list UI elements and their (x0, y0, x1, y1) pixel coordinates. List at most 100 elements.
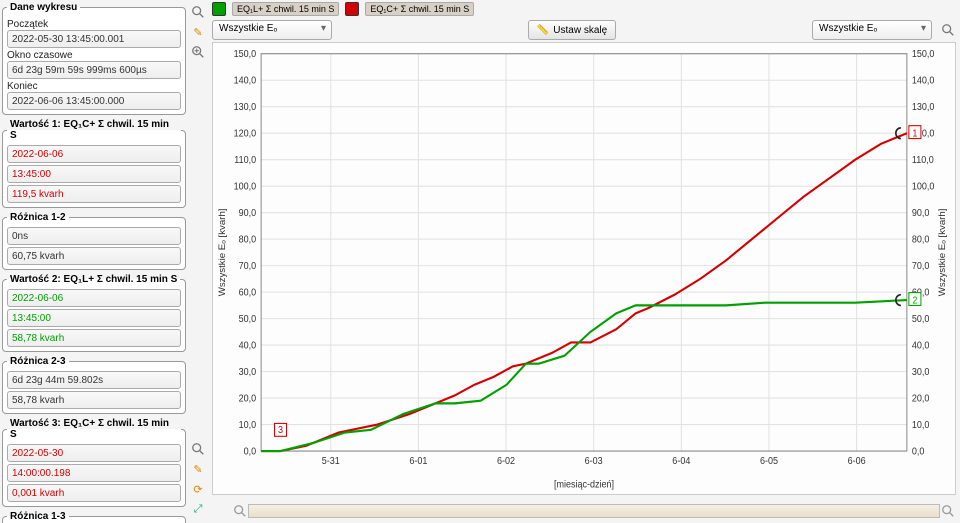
svg-text:100,0: 100,0 (912, 181, 935, 191)
wartosc1-time[interactable]: 13:45:00 (7, 165, 181, 183)
edit-icon-2[interactable]: ✎ (190, 461, 206, 477)
wartosc3-title: Wartość 3: EQ₁C+ Σ chwil. 15 min S (7, 418, 181, 440)
svg-text:40,0: 40,0 (239, 340, 257, 350)
wartosc2-title: Wartość 2: EQ₁L+ Σ chwil. 15 min S (7, 274, 180, 285)
okno-input[interactable]: 6d 23g 59m 59s 999ms 600µs (7, 61, 181, 79)
svg-text:150,0: 150,0 (912, 49, 935, 59)
svg-text:3: 3 (278, 425, 283, 435)
wartosc3-time[interactable]: 14:00:00.198 (7, 464, 181, 482)
svg-text:60,0: 60,0 (239, 287, 257, 297)
wartosc2-date[interactable]: 2022-06-06 (7, 289, 181, 307)
svg-text:40,0: 40,0 (912, 340, 930, 350)
svg-text:0,0: 0,0 (244, 446, 257, 456)
roznica12-v2[interactable]: 60,75 kvarh (7, 247, 181, 265)
right-axis-select[interactable]: Wszystkie Eₒ (812, 20, 932, 40)
dane-wykresu-title: Dane wykresu (7, 2, 80, 13)
legend-swatch-red (345, 2, 359, 16)
roznica13-title: Różnica 1-3 (7, 511, 69, 522)
left-axis-select[interactable]: Wszystkie Eₒ (212, 20, 332, 40)
svg-text:10,0: 10,0 (912, 420, 930, 430)
search-icon-right[interactable] (940, 22, 956, 38)
svg-text:140,0: 140,0 (234, 75, 257, 85)
wartosc1-date[interactable]: 2022-06-06 (7, 145, 181, 163)
chart-container: 0,00,010,010,020,020,030,030,040,040,050… (208, 42, 960, 499)
wartosc1-val[interactable]: 119,5 kvarh (7, 185, 181, 203)
poczatek-label: Początek (7, 19, 181, 30)
svg-text:30,0: 30,0 (912, 367, 930, 377)
zoom-icon[interactable] (190, 44, 206, 60)
svg-text:20,0: 20,0 (912, 393, 930, 403)
svg-text:50,0: 50,0 (912, 314, 930, 324)
roznica23-v2[interactable]: 58,78 kvarh (7, 391, 181, 409)
svg-text:130,0: 130,0 (234, 102, 257, 112)
controls-bar: Wszystkie Eₒ 📏 Ustaw skalę Wszystkie Eₒ (208, 18, 960, 42)
svg-text:70,0: 70,0 (912, 261, 930, 271)
set-scale-button[interactable]: 📏 Ustaw skalę (528, 20, 616, 40)
roznica23-group: Różnica 2-3 6d 23g 44m 59.802s 58,78 kva… (2, 356, 186, 414)
svg-text:1: 1 (912, 128, 917, 138)
expand-icon[interactable]: ⤢ (190, 501, 206, 517)
svg-text:30,0: 30,0 (239, 367, 257, 377)
overview-bar[interactable] (248, 504, 940, 518)
svg-text:10,0: 10,0 (239, 420, 257, 430)
roznica12-group: Różnica 1-2 0ns 60,75 kvarh (2, 212, 186, 270)
dane-wykresu-group: Dane wykresu Początek 2022-05-30 13:45:0… (2, 2, 186, 115)
svg-text:110,0: 110,0 (912, 155, 934, 165)
edit-icon[interactable]: ✎ (190, 24, 206, 40)
svg-text:70,0: 70,0 (239, 261, 257, 271)
svg-text:130,0: 130,0 (912, 102, 935, 112)
svg-text:90,0: 90,0 (912, 208, 930, 218)
roznica12-v1[interactable]: 0ns (7, 227, 181, 245)
svg-text:5-31: 5-31 (322, 456, 340, 466)
wartosc3-date[interactable]: 2022-05-30 (7, 444, 181, 462)
wartosc2-group: Wartość 2: EQ₁L+ Σ chwil. 15 min S 2022-… (2, 274, 186, 352)
search-icon-2[interactable] (190, 441, 206, 457)
wartosc1-title: Wartość 1: EQ₁C+ Σ chwil. 15 min S (7, 119, 181, 141)
set-scale-label: Ustaw skalę (553, 25, 607, 36)
koniec-input[interactable]: 2022-06-06 13:45:00.000 (7, 92, 181, 110)
svg-text:120,0: 120,0 (234, 128, 257, 138)
zoom-out-icon[interactable] (232, 503, 248, 519)
okno-label: Okno czasowe (7, 50, 181, 61)
svg-text:50,0: 50,0 (239, 314, 257, 324)
roznica13-group: Różnica 1-3 6d 23g 44m 59.802s 119,5 kva… (2, 511, 186, 523)
wartosc2-time[interactable]: 13:45:00 (7, 309, 181, 327)
svg-text:6-04: 6-04 (672, 456, 690, 466)
svg-text:2: 2 (912, 295, 917, 305)
ruler-icon: 📏 (537, 25, 549, 36)
svg-text:6-06: 6-06 (848, 456, 866, 466)
svg-text:150,0: 150,0 (234, 49, 257, 59)
svg-text:80,0: 80,0 (239, 234, 257, 244)
svg-text:6-03: 6-03 (585, 456, 603, 466)
toolbar-column: ✎ ✎ ⟳ ⤢ (188, 0, 208, 523)
wartosc2-val[interactable]: 58,78 kvarh (7, 329, 181, 347)
legend-label-2: EQ₁C+ Σ chwil. 15 min S (365, 2, 474, 16)
svg-text:0,0: 0,0 (912, 446, 925, 456)
legend-label-1: EQ₁L+ Σ chwil. 15 min S (232, 2, 339, 16)
chart-panel: EQ₁L+ Σ chwil. 15 min S EQ₁C+ Σ chwil. 1… (208, 0, 960, 523)
wartosc1-group: Wartość 1: EQ₁C+ Σ chwil. 15 min S 2022-… (2, 119, 186, 208)
chart-plot[interactable]: 0,00,010,010,020,020,030,030,040,040,050… (212, 42, 956, 495)
left-sidebar: Dane wykresu Początek 2022-05-30 13:45:0… (0, 0, 188, 523)
poczatek-input[interactable]: 2022-05-30 13:45:00.001 (7, 30, 181, 48)
roznica12-title: Różnica 1-2 (7, 212, 69, 223)
wartosc3-val[interactable]: 0,001 kvarh (7, 484, 181, 502)
roznica23-v1[interactable]: 6d 23g 44m 59.802s (7, 371, 181, 389)
svg-text:140,0: 140,0 (912, 75, 935, 85)
zoom-in-icon[interactable] (940, 503, 956, 519)
svg-text:Wszystkie Eₒ [kvarh]: Wszystkie Eₒ [kvarh] (217, 209, 227, 297)
overview-strip (232, 501, 956, 521)
svg-text:6-05: 6-05 (760, 456, 778, 466)
roznica23-title: Różnica 2-3 (7, 356, 69, 367)
svg-text:90,0: 90,0 (239, 208, 257, 218)
svg-text:[miesiąc-dzień]: [miesiąc-dzień] (554, 479, 614, 489)
refresh-icon[interactable]: ⟳ (190, 481, 206, 497)
svg-text:Wszystkie Eₒ [kvarh]: Wszystkie Eₒ [kvarh] (937, 209, 947, 297)
svg-text:110,0: 110,0 (234, 155, 256, 165)
svg-text:6-01: 6-01 (409, 456, 427, 466)
search-icon[interactable] (190, 4, 206, 20)
wartosc3-group: Wartość 3: EQ₁C+ Σ chwil. 15 min S 2022-… (2, 418, 186, 507)
legend-swatch-green (212, 2, 226, 16)
svg-text:6-02: 6-02 (497, 456, 515, 466)
svg-text:100,0: 100,0 (234, 181, 257, 191)
